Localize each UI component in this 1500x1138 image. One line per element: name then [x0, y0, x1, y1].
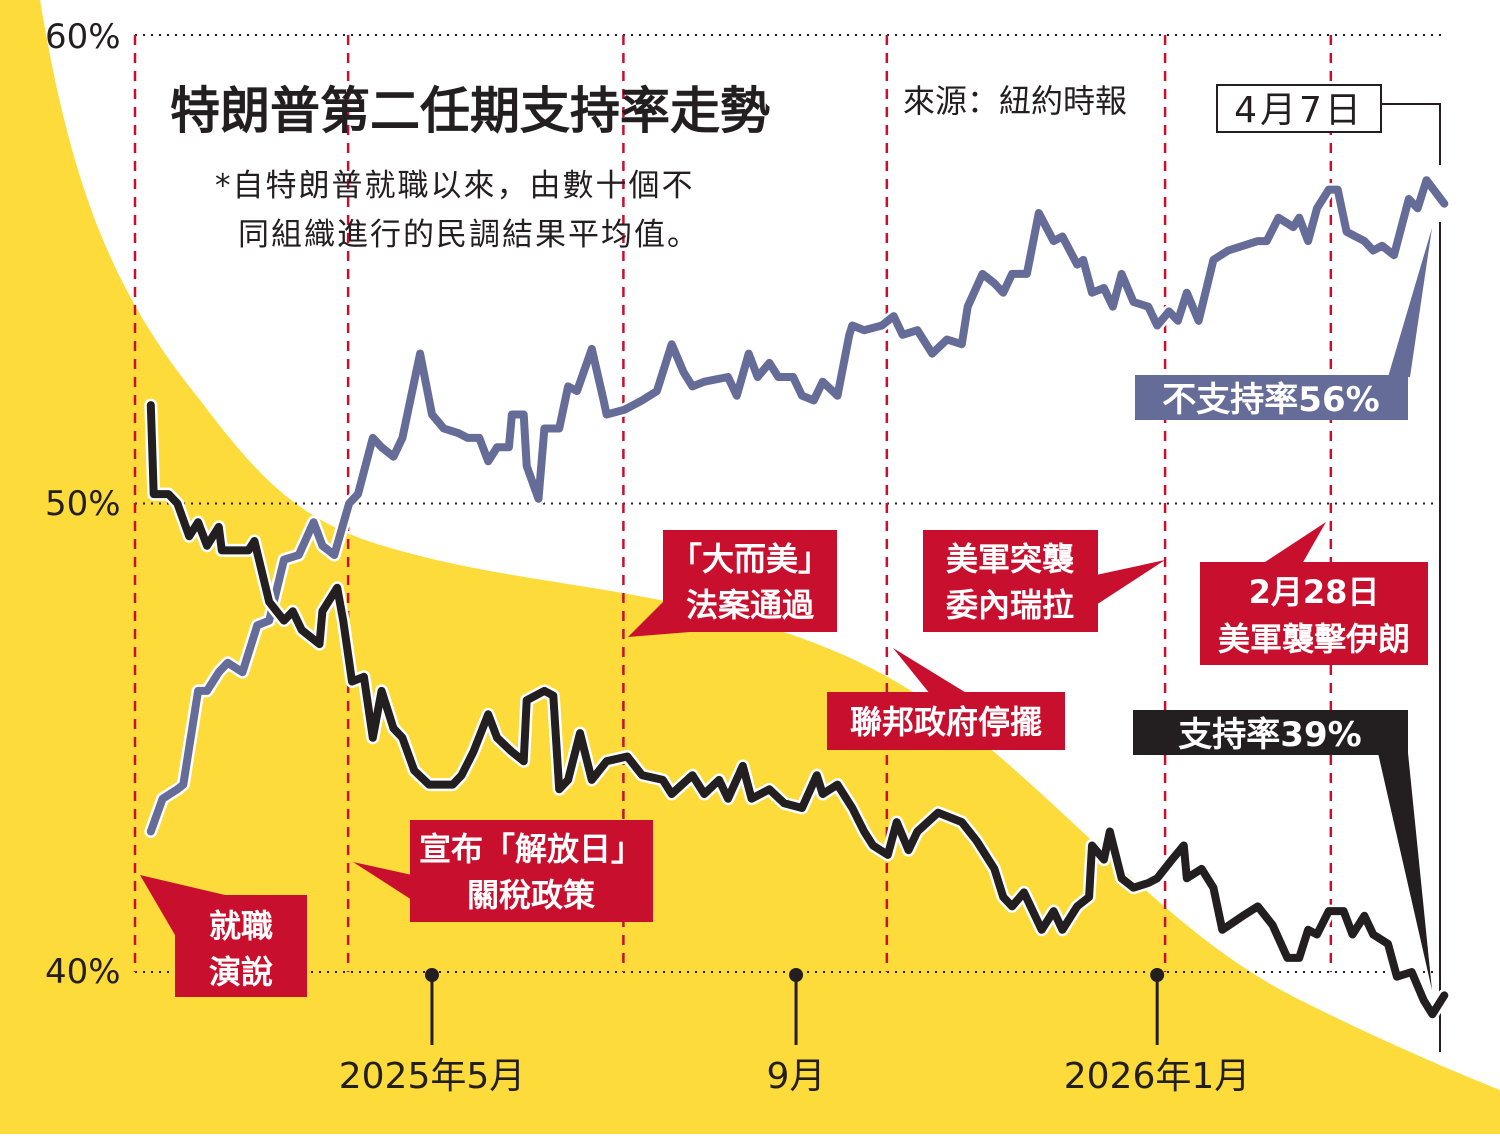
y-axis: 60% 50% 40% — [45, 17, 121, 992]
source-label: 來源：紐約時報 — [903, 82, 1127, 120]
x-tick-dot — [1150, 968, 1165, 982]
callout-text: 美軍襲擊伊朗 — [1218, 620, 1410, 658]
x-tick-dot — [789, 968, 804, 982]
end-date-marker: 4月7日 — [1216, 84, 1441, 1052]
callout-liberation-day: 宣布「解放日」 關稅政策 — [353, 820, 653, 922]
callout-text: 委內瑞拉 — [946, 586, 1074, 624]
y-tick-label: 60% — [45, 17, 121, 57]
callout-venezuela: 美軍突襲 委內瑞拉 — [923, 530, 1165, 632]
x-tick-label: 2025年5月 — [339, 1056, 526, 1097]
subtitle-line: *自特朗普就職以來，由數十個不 — [215, 168, 695, 204]
disapproval-line — [146, 176, 1449, 836]
disapproval-label: 不支持率56% — [1162, 380, 1379, 420]
callout-text: 「大而美」 — [670, 540, 830, 578]
titles: 特朗普第二任期支持率走勢 來源：紐約時報 *自特朗普就職以來，由數十個不 同組織… — [170, 82, 1127, 253]
callout-text: 聯邦政府停擺 — [850, 703, 1042, 741]
callout-shutdown: 聯邦政府停擺 — [827, 648, 1065, 750]
callout-iran: 2月28日 美軍襲擊伊朗 — [1200, 522, 1428, 665]
callout-text: 法案通過 — [686, 586, 815, 624]
callout-big-beautiful-bill: 「大而美」 法案通過 — [628, 530, 837, 637]
approval-line — [146, 401, 1449, 1019]
series-lines — [144, 173, 1451, 1021]
callout-text: 美軍突襲 — [946, 540, 1075, 578]
x-axis — [424, 968, 1165, 1045]
y-tick-label: 40% — [45, 952, 121, 992]
callout-inauguration: 就職 演說 — [140, 875, 307, 997]
x-tick-label: 9月 — [767, 1056, 826, 1097]
callout-text: 關稅政策 — [467, 876, 595, 914]
disapproval-end-label: 不支持率56% — [1135, 228, 1432, 420]
callout-text: 演說 — [209, 953, 273, 991]
subtitle-line: 同組織進行的民調結果平均值。 — [238, 217, 700, 253]
y-tick-label: 50% — [45, 484, 121, 524]
end-date-label: 4月7日 — [1234, 90, 1364, 131]
x-tick-labels: 2025年5月 9月 2026年1月 — [339, 1056, 1251, 1097]
callout-text: 2月28日 — [1249, 573, 1380, 611]
callout-text: 宣布「解放日」 — [419, 830, 643, 868]
x-tick-label: 2026年1月 — [1064, 1056, 1251, 1097]
approval-label: 支持率39% — [1178, 715, 1361, 755]
x-tick-dot — [424, 968, 439, 982]
callout-text: 就職 — [209, 907, 273, 945]
approval-end-label: 支持率39% — [1133, 710, 1432, 990]
chart-title: 特朗普第二任期支持率走勢 — [170, 82, 770, 140]
